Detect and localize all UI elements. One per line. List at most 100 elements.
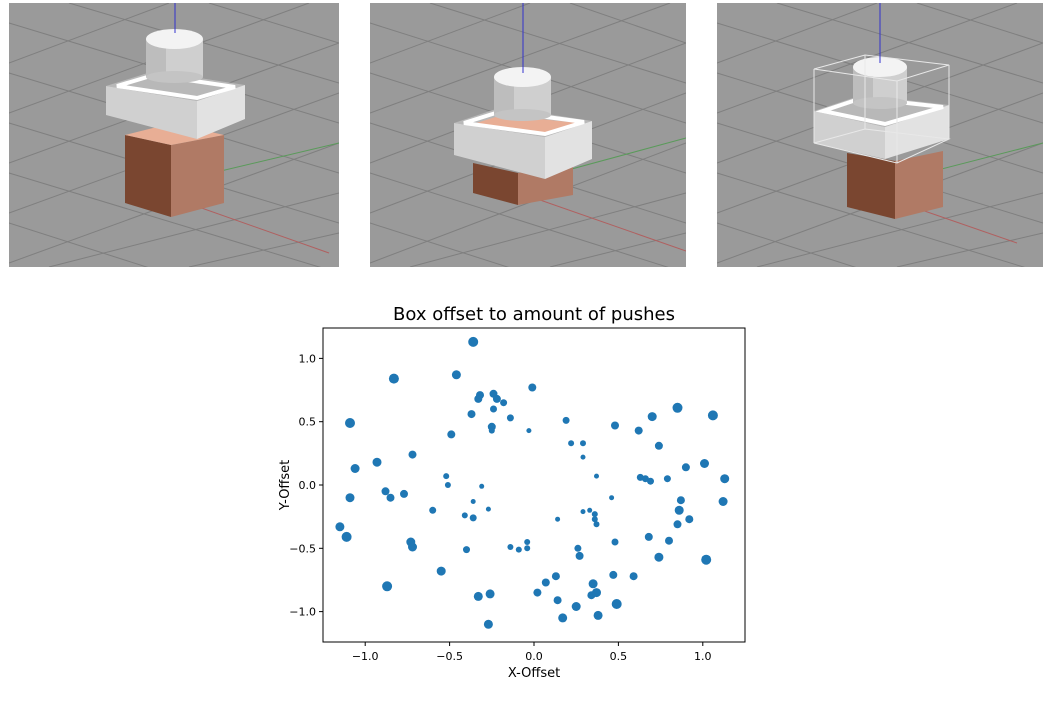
scatter-point <box>345 418 355 428</box>
scatter-point <box>551 572 560 581</box>
floor-grid <box>370 3 686 267</box>
scatter-point <box>408 542 417 552</box>
scatter-point <box>593 521 600 528</box>
scatter-point <box>555 516 561 522</box>
scatter-point <box>470 499 476 504</box>
x-axis-ticks: −1.0 −0.5 0.0 0.5 1.0 <box>352 642 712 663</box>
scatter-point <box>654 552 664 562</box>
scatter-point <box>609 570 618 579</box>
scatter-point <box>473 591 483 601</box>
scatter-point <box>341 531 352 542</box>
pusher-collar <box>454 107 592 179</box>
scatter-point <box>674 505 684 515</box>
scatter-point <box>720 474 730 484</box>
scatter-point <box>592 588 601 598</box>
pusher-collar <box>106 71 245 139</box>
y-tick-label: 0.0 <box>299 479 317 492</box>
scatter-point <box>468 336 479 347</box>
x-tick-label: −0.5 <box>436 650 463 663</box>
scatter-point <box>673 520 682 529</box>
x-tick-label: 1.0 <box>694 650 712 663</box>
scatter-point <box>381 487 390 496</box>
scatter-point <box>447 430 456 439</box>
scatter-point <box>461 512 468 519</box>
scatter-point <box>609 495 615 501</box>
pusher-cylinder <box>494 67 551 121</box>
scatter-point <box>467 410 476 419</box>
scatter-point <box>647 477 654 485</box>
y-axis-label: Y-Offset <box>278 460 293 512</box>
scatter-point <box>685 515 694 524</box>
x-axis-line <box>519 192 686 252</box>
scatter-point <box>335 522 345 532</box>
simulation-render-1 <box>9 3 339 267</box>
scatter-point <box>400 489 408 498</box>
scatter-point <box>718 497 728 506</box>
scatter-point <box>700 459 709 468</box>
scatter-point <box>681 463 690 472</box>
scatter-point <box>611 421 619 430</box>
scatter-point <box>533 588 542 597</box>
scatter-point <box>588 579 598 589</box>
scatter-point <box>568 440 575 447</box>
scatter-point <box>553 596 562 605</box>
scatter-point <box>611 538 619 546</box>
scatter-point <box>634 426 643 435</box>
scatter-point <box>429 506 437 514</box>
scatter-point <box>350 464 360 473</box>
scatter-point <box>574 544 582 552</box>
scatter-point <box>444 482 451 488</box>
scatter-point <box>388 373 399 384</box>
y-tick-label: −0.5 <box>289 542 316 555</box>
plot-frame <box>322 327 746 643</box>
scatter-point <box>580 440 586 447</box>
scatter-point <box>587 507 593 513</box>
scatter-point <box>524 539 531 545</box>
scatter-point <box>629 572 638 581</box>
simulation-view-2 <box>370 3 686 267</box>
scatter-chart: Box offset to amount of pushes −1.0 −0.5 0… <box>278 304 746 681</box>
scatter-point <box>469 514 477 522</box>
scatter-point <box>443 473 450 480</box>
y-tick-label: 1.0 <box>299 352 317 365</box>
scatter-point <box>541 578 550 587</box>
simulation-render-2 <box>370 3 686 267</box>
scatter-point <box>345 493 355 503</box>
scatter-point <box>515 546 522 553</box>
simulation-render-3 <box>717 3 1043 267</box>
scatter-point <box>451 370 461 380</box>
scatter-point <box>558 613 568 623</box>
scatter-point <box>562 416 570 424</box>
box <box>847 151 943 219</box>
scatter-point <box>676 496 685 505</box>
scatter-point <box>580 509 586 515</box>
scatter-point <box>372 457 382 467</box>
scatter-point <box>571 602 581 611</box>
scatter-point <box>594 473 599 479</box>
y-tick-label: −1.0 <box>289 606 316 619</box>
scatter-point <box>528 383 537 392</box>
y-axis-ticks: −1.0 −0.5 0.0 0.5 1.0 <box>289 352 323 619</box>
bounding-box-wireframe <box>813 54 951 164</box>
y-tick-label: 0.5 <box>299 416 317 429</box>
scatter-point <box>485 506 491 512</box>
scatter-point <box>463 546 470 554</box>
scatter-point <box>507 544 514 550</box>
scatter-point <box>663 475 671 483</box>
scatter-point <box>647 412 657 422</box>
x-axis-label: X-Offset <box>508 666 560 681</box>
scatter-point <box>476 391 484 400</box>
scatter-point <box>665 536 673 545</box>
scatter-point <box>575 551 584 560</box>
scatter-point <box>492 394 501 403</box>
pusher-cylinder <box>146 29 203 83</box>
x-tick-label: 0.0 <box>525 650 543 663</box>
x-tick-label: −1.0 <box>352 650 379 663</box>
x-tick-label: 0.5 <box>610 650 628 663</box>
scatter-point <box>707 410 718 421</box>
scatter-point <box>483 619 493 629</box>
scatter-point <box>644 532 653 541</box>
scatter-point <box>506 414 514 422</box>
scatter-point <box>524 545 531 552</box>
scatter-point <box>500 399 508 407</box>
